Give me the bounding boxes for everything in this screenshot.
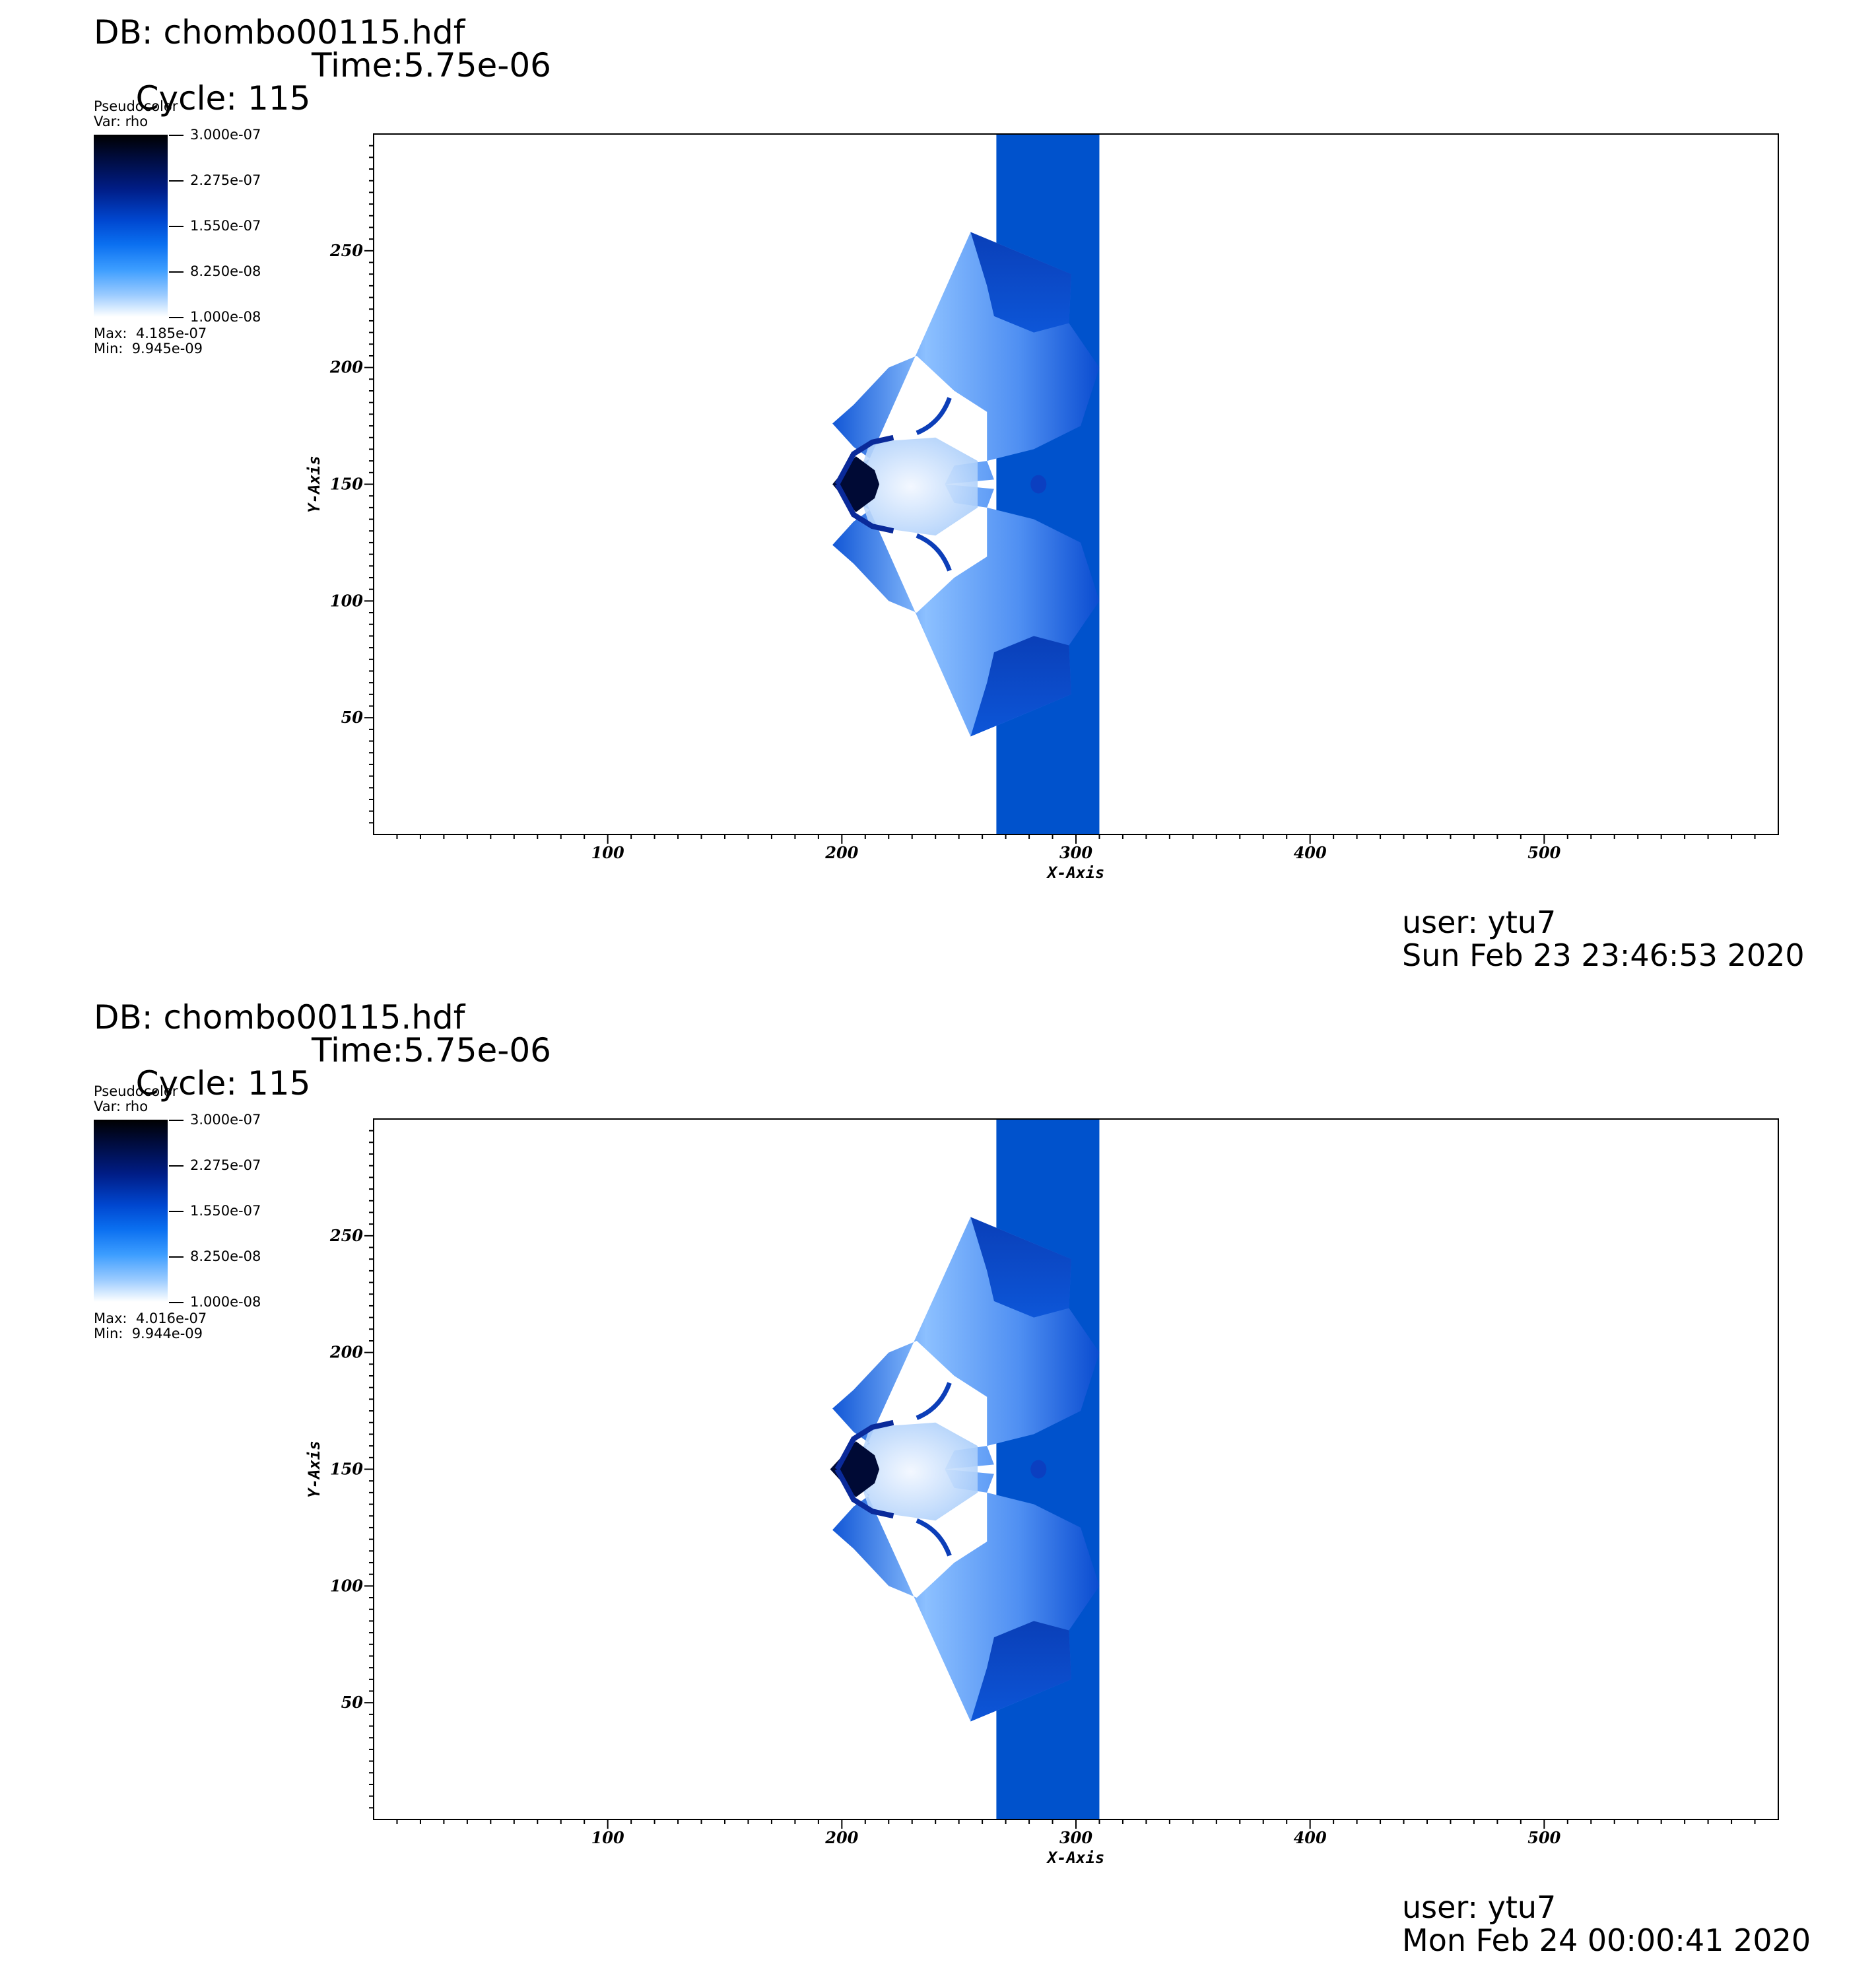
colorbar-tick — [169, 317, 184, 318]
colorbar — [94, 135, 168, 317]
inner-core — [855, 1422, 978, 1521]
colorbar-label: 8.250e-08 — [190, 263, 261, 279]
slab-region — [996, 134, 1100, 834]
y-axis-title: Y-Axis — [305, 456, 323, 513]
colorbar-label: 2.275e-07 — [190, 172, 261, 188]
colorbar-label: 3.000e-07 — [190, 127, 261, 143]
right-node — [1030, 475, 1047, 494]
x-tick-label: 100 — [591, 843, 624, 862]
colorbar-tick — [169, 1120, 184, 1121]
colorbar-tick — [169, 135, 184, 136]
x-tick-label: 400 — [1294, 1828, 1327, 1847]
x-axis-title: X-Axis — [1046, 864, 1105, 882]
legend-max: Max: 4.185e-07 — [94, 325, 207, 341]
right-node — [1030, 1460, 1047, 1479]
cycle-label: Cycle: 115 — [135, 79, 311, 118]
x-tick-label: 100 — [591, 1828, 624, 1847]
x-tick-label: 400 — [1294, 843, 1327, 862]
front-arc-upper — [834, 434, 894, 486]
density-plot: 100 200 300 400 500 50 100 150 200 250 X-Axis Y-Axi… — [305, 1118, 1779, 1867]
y-tick-label: 150 — [330, 475, 363, 494]
colorbar-tick — [169, 1256, 184, 1258]
legend-min: Min: 9.944e-09 — [94, 1326, 203, 1342]
lower-shell — [970, 1621, 1071, 1722]
colorbar — [94, 1120, 168, 1302]
colorbar-label: 1.000e-08 — [190, 309, 261, 325]
colorbar-label: 1.550e-07 — [190, 1203, 261, 1219]
y-tick-label: 200 — [329, 358, 363, 377]
y-tick-label: 50 — [341, 708, 364, 727]
colorbar-tick — [169, 1211, 184, 1212]
density-plot: 100 200 300 400 500 50 100 150 200 250 X-Axis Y-Axi… — [305, 133, 1779, 882]
cycle-label: Cycle: 115 — [135, 1064, 311, 1103]
y-tick-label: 250 — [329, 1226, 363, 1245]
colorbar-label: 2.275e-07 — [190, 1157, 261, 1173]
inner-core — [855, 437, 978, 536]
colorbar-label: 1.550e-07 — [190, 218, 261, 234]
x-tick-label: 500 — [1527, 843, 1560, 862]
front-arc-upper — [834, 1419, 894, 1471]
time-label: Time:5.75e-06 — [312, 46, 551, 85]
upper-shell — [970, 232, 1071, 333]
front-arc-lower — [834, 1468, 894, 1519]
y-tick-label: 200 — [329, 1343, 363, 1362]
db-title: DB: chombo00115.hdf — [94, 998, 465, 1036]
dark-front — [830, 1441, 880, 1497]
legend-max: Max: 4.016e-07 — [94, 1310, 207, 1326]
x-tick-label: 300 — [1059, 1828, 1092, 1847]
legend-min: Min: 9.945e-09 — [94, 341, 203, 357]
date-label: Mon Feb 24 00:00:41 2020 — [1402, 1922, 1811, 1958]
filament-upper — [916, 397, 952, 435]
y-tick-label: 100 — [330, 591, 363, 610]
colorbar-label: 8.250e-08 — [190, 1248, 261, 1264]
y-tick-label: 100 — [330, 1576, 363, 1595]
visit-panel-1: DB: chombo00115.hdf Cycle: 115 Time:5.75… — [94, 13, 1805, 973]
legend-var: Var: rho — [94, 114, 149, 129]
visit-panel-2: DB: chombo00115.hdf Cycle: 115 Time:5.75… — [0, 985, 1876, 1970]
x-tick-label: 500 — [1527, 1828, 1560, 1847]
front-arc-lower — [834, 483, 894, 534]
y-tick-label: 150 — [330, 1460, 363, 1479]
date-label: Sun Feb 23 23:46:53 2020 — [1402, 937, 1805, 973]
user-label: user: ytu7 — [1402, 1889, 1557, 1925]
time-label: Time:5.75e-06 — [312, 1031, 551, 1070]
x-tick-label: 200 — [824, 843, 858, 862]
colorbar-tick — [169, 180, 184, 182]
legend-plot-type: Pseudocolor — [94, 98, 178, 114]
upper-shell — [970, 1217, 1071, 1318]
x-axis-title: X-Axis — [1046, 1849, 1105, 1867]
filament-upper — [916, 1382, 952, 1420]
filament-lower — [916, 1518, 952, 1557]
db-title: DB: chombo00115.hdf — [94, 13, 465, 51]
legend-plot-type: Pseudocolor — [94, 1083, 178, 1099]
colorbar-tick — [169, 1165, 184, 1167]
y-tick-label: 250 — [329, 241, 363, 260]
legend-var: Var: rho — [94, 1099, 149, 1114]
y-tick-label: 50 — [341, 1693, 364, 1712]
x-tick-label: 300 — [1059, 843, 1092, 862]
colorbar-tick — [169, 226, 184, 227]
cycle-time-line: Cycle: 115 Time:5.75e-06 — [94, 1034, 551, 1166]
colorbar-tick — [169, 271, 184, 273]
user-label: user: ytu7 — [1402, 904, 1557, 940]
colorbar-label: 3.000e-07 — [190, 1112, 261, 1128]
filament-lower — [916, 533, 952, 572]
x-tick-label: 200 — [824, 1828, 858, 1847]
colorbar-label: 1.000e-08 — [190, 1294, 261, 1310]
colorbar-tick — [169, 1302, 184, 1303]
cycle-time-line: Cycle: 115 Time:5.75e-06 — [94, 49, 551, 181]
y-axis-title: Y-Axis — [305, 1441, 323, 1498]
lower-shell — [970, 636, 1071, 737]
slab-region — [996, 1119, 1100, 1819]
